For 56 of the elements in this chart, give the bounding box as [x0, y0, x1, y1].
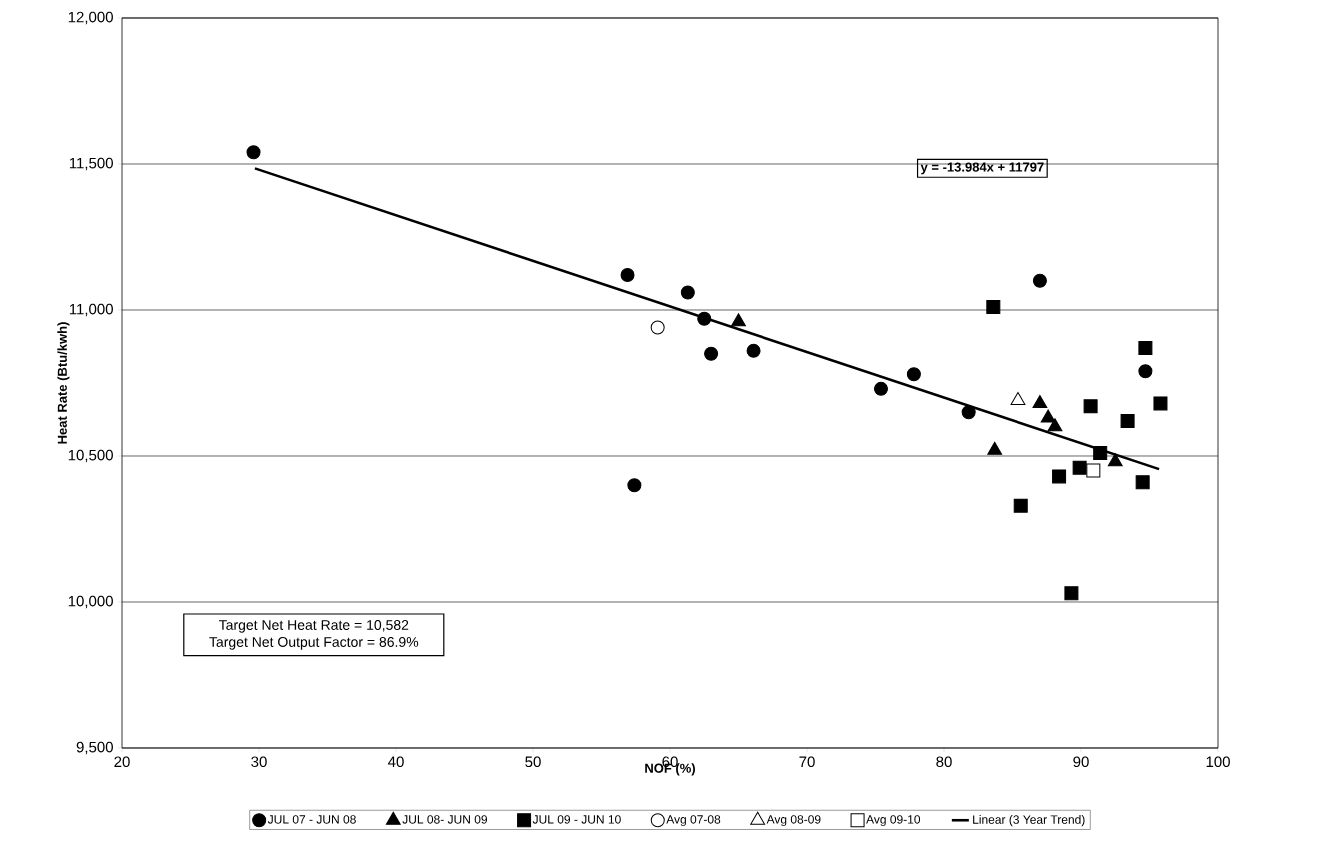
point: [1083, 399, 1098, 414]
legend-label: JUL 08- JUN 09: [402, 815, 488, 824]
legend-label: Avg 09-10: [866, 815, 921, 827]
annotation: Target Net Output Factor = 86.9%: [209, 637, 419, 650]
point: [697, 311, 712, 326]
legend-label: Linear (3 Year Trend): [973, 814, 1085, 827]
annotation: y = -13.984x + 11797: [920, 162, 1044, 175]
y-tick-label: 9,500: [76, 741, 113, 755]
y-tick-label: 11,500: [69, 157, 113, 171]
point: [1135, 475, 1150, 490]
x-tick-label: 20: [114, 756, 130, 768]
y-tick-label: 10,500: [68, 449, 113, 463]
point: [704, 346, 719, 361]
point: [1153, 396, 1168, 411]
x-tick-label: 90: [1073, 756, 1089, 768]
x-tick-label: 40: [388, 756, 404, 768]
y-axis-title: Heat Rate (Btu/kwh): [57, 322, 70, 444]
legend-label: JUL 09 - JUN 10: [532, 815, 621, 824]
point: [873, 381, 888, 396]
legend-label: Avg 07-08: [666, 815, 721, 827]
point: [1010, 392, 1026, 406]
point: [1138, 340, 1153, 355]
point: [731, 313, 746, 327]
point: [906, 367, 921, 382]
legend-label: Avg 08-09: [766, 815, 821, 827]
x-tick-label: 80: [936, 756, 952, 768]
y-tick-label: 10,000: [68, 595, 113, 609]
annotation: Target Net Heat Rate = 10,582: [218, 620, 409, 633]
x-tick-label: 100: [1206, 756, 1230, 768]
x-tick-label: 30: [251, 756, 267, 768]
point: [1086, 463, 1101, 478]
point: [1138, 364, 1153, 379]
point: [680, 285, 695, 300]
x-tick-label: 70: [799, 756, 815, 768]
point: [1040, 409, 1056, 423]
y-tick-label: 11,000: [69, 303, 113, 317]
point: [746, 343, 761, 358]
point: [650, 320, 665, 335]
point: [1120, 413, 1135, 428]
point: [1047, 418, 1063, 432]
point: [1052, 469, 1067, 484]
point: [1107, 453, 1123, 467]
point: [961, 405, 976, 420]
point: [627, 478, 642, 493]
legend-label: JUL 07 - JUN 08: [267, 815, 356, 824]
x-tick-label: 50: [525, 756, 541, 768]
y-tick-label: 12,000: [68, 11, 113, 25]
point: [1093, 446, 1108, 461]
point: [986, 300, 1001, 315]
point: [1013, 498, 1028, 513]
point: [1032, 273, 1047, 288]
point: [1072, 460, 1087, 475]
point: [1064, 586, 1079, 601]
point: [246, 145, 261, 160]
point: [987, 441, 1003, 455]
point: [620, 267, 635, 282]
